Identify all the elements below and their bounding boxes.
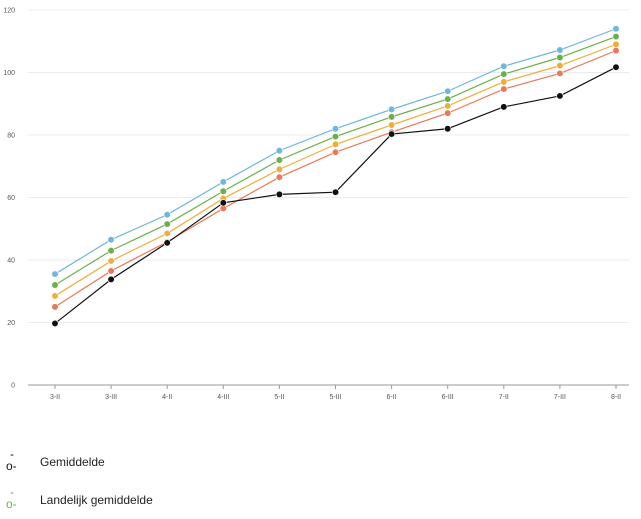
- data-point[interactable]: [331, 125, 340, 133]
- x-tick-label: 8-II: [611, 394, 621, 400]
- series-0: [51, 25, 620, 278]
- series-3: [51, 47, 620, 311]
- data-point[interactable]: [388, 121, 396, 129]
- data-point[interactable]: [107, 275, 115, 283]
- data-point[interactable]: [163, 220, 171, 228]
- legend-label-gemiddelde: Gemiddelde: [40, 455, 105, 469]
- data-point[interactable]: [51, 319, 59, 328]
- data-point[interactable]: [51, 281, 59, 289]
- x-tick-label: 4-II: [162, 394, 172, 400]
- y-tick-label: 40: [7, 258, 15, 265]
- data-point[interactable]: [51, 303, 59, 311]
- x-tick-label: 5-II: [274, 394, 284, 400]
- y-tick-label: 0: [11, 383, 15, 390]
- x-tick-label: 3-II: [50, 394, 60, 400]
- data-point[interactable]: [219, 178, 227, 186]
- grid-lines: [28, 9, 629, 323]
- data-point[interactable]: [612, 32, 620, 41]
- data-point[interactable]: [275, 190, 284, 198]
- data-point[interactable]: [107, 267, 115, 275]
- data-point[interactable]: [275, 165, 284, 173]
- data-point[interactable]: [556, 92, 564, 100]
- data-point[interactable]: [556, 69, 564, 78]
- data-point[interactable]: [219, 187, 227, 195]
- data-point[interactable]: [275, 156, 284, 164]
- data-point[interactable]: [500, 85, 508, 93]
- x-tick-label: 4-III: [217, 394, 229, 400]
- data-point[interactable]: [388, 130, 396, 138]
- x-tick-label: 6-II: [387, 394, 397, 400]
- series-line: [54, 50, 617, 308]
- data-point[interactable]: [556, 62, 564, 70]
- data-point[interactable]: [612, 63, 620, 71]
- x-tick-label: 7-II: [499, 394, 509, 400]
- data-point[interactable]: [107, 257, 115, 265]
- series-group: [51, 25, 620, 328]
- x-tick-label: 7-III: [554, 394, 566, 400]
- data-point[interactable]: [612, 25, 620, 33]
- y-tick-label: 80: [7, 133, 15, 140]
- x-tick-label: 5-III: [329, 394, 341, 400]
- legend-item-landelijk-gemiddelde[interactable]: - o- Landelijk gemiddelde: [6, 485, 153, 511]
- data-point[interactable]: [163, 229, 171, 238]
- data-point[interactable]: [556, 46, 564, 54]
- x-tick-label: 3-III: [105, 394, 117, 400]
- data-point[interactable]: [444, 109, 452, 117]
- series-1: [51, 32, 620, 289]
- data-point[interactable]: [275, 147, 284, 155]
- data-point[interactable]: [444, 102, 452, 110]
- legend-item-gemiddelde[interactable]: - o- Gemiddelde: [6, 447, 105, 473]
- data-point[interactable]: [51, 270, 59, 278]
- series-line: [54, 43, 617, 297]
- data-point[interactable]: [163, 211, 171, 219]
- data-point[interactable]: [107, 236, 115, 244]
- line-chart: 0 20 40 60 80 100 120 3-II 3-III 4-II 4-III 5-II 5-…: [3, 8, 629, 400]
- data-point[interactable]: [500, 78, 508, 86]
- y-tick-label: 100: [3, 70, 15, 77]
- data-point[interactable]: [444, 95, 452, 103]
- data-point[interactable]: [444, 87, 452, 95]
- data-point[interactable]: [331, 188, 340, 196]
- y-tick-label: 20: [7, 320, 15, 327]
- data-point[interactable]: [275, 173, 284, 181]
- data-point[interactable]: [500, 62, 508, 70]
- y-tick-label: 60: [7, 195, 15, 202]
- data-point[interactable]: [612, 40, 620, 48]
- data-point[interactable]: [556, 53, 564, 62]
- y-axis: 0 20 40 60 80 100 120: [3, 8, 15, 390]
- data-point[interactable]: [331, 140, 340, 148]
- data-point[interactable]: [500, 103, 508, 111]
- series-4: [51, 63, 620, 328]
- legend-label-landelijk-gemiddelde: Landelijk gemiddelde: [40, 493, 153, 507]
- y-tick-label: 120: [3, 8, 15, 15]
- data-point[interactable]: [107, 247, 115, 255]
- data-point[interactable]: [612, 47, 620, 55]
- series-2: [51, 40, 620, 300]
- data-point[interactable]: [331, 148, 340, 156]
- data-point[interactable]: [500, 70, 508, 78]
- x-tick-label: 6-III: [442, 394, 454, 400]
- data-point[interactable]: [219, 199, 227, 207]
- data-point[interactable]: [444, 125, 452, 133]
- x-axis: 3-II 3-III 4-II 4-III 5-II 5-III 6-II 6-III 7-II…: [28, 384, 629, 400]
- data-point[interactable]: [388, 105, 396, 113]
- data-point[interactable]: [163, 239, 171, 247]
- data-point[interactable]: [388, 113, 396, 121]
- data-point[interactable]: [51, 292, 59, 300]
- data-point[interactable]: [331, 132, 340, 141]
